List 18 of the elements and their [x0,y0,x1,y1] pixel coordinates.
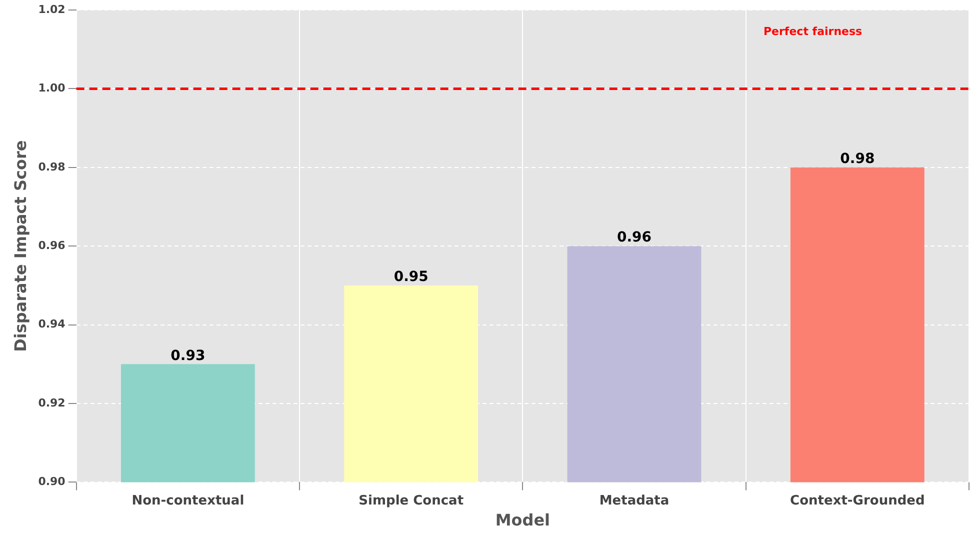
y-tick-label: 0.94 [38,318,66,331]
x-tick-label: Simple Concat [358,493,464,508]
y-axis-title: Disparate Impact Score [10,140,30,352]
y-tick-label: 0.96 [38,238,66,252]
data-label: 0.96 [616,230,652,246]
data-label: 0.98 [840,151,875,168]
y-tick-label: 0.92 [38,396,66,410]
ref-line-label: Perfect fairness [763,24,863,38]
x-tick-label: Context-Grounded [790,493,925,508]
y-tick-label: 1.00 [38,82,66,95]
x-tick-label: Metadata [599,493,670,508]
data-label: 0.93 [170,348,206,364]
y-tick-label: 0.90 [38,475,66,488]
y-tick-label: 0.98 [38,160,66,174]
y-tick-label: 1.02 [38,2,66,16]
x-tick-label: Non-contextual [132,493,244,508]
x-axis-title: Model [495,510,550,530]
data-label: 0.95 [394,269,428,286]
